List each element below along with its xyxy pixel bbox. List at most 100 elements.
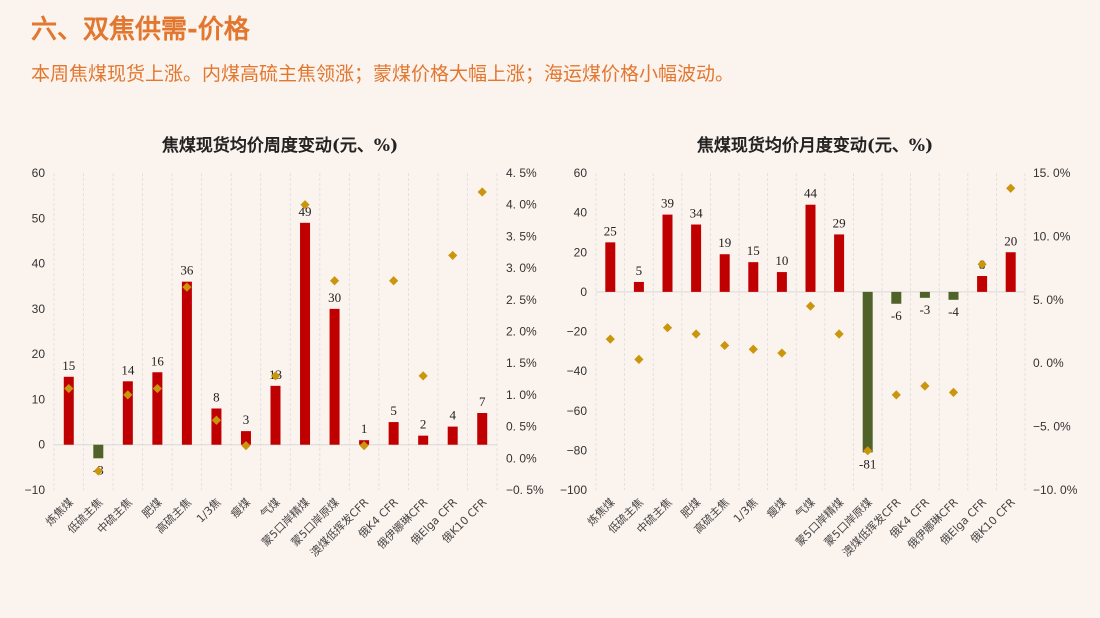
percent-change-marker <box>152 383 162 394</box>
percent-change-marker <box>634 354 644 364</box>
y2-tick-label: 10. 0% <box>1033 229 1071 243</box>
bar-data-label: -4 <box>948 304 959 319</box>
weekly-change-chart: 60 50 40 30 20 10 0 −10 4. 5% 4. 0% 3. 5% 3. 0% 2. 5… <box>25 166 544 559</box>
percent-change-marker <box>977 259 987 269</box>
percent-change-marker <box>182 282 192 292</box>
percent-change-marker <box>359 441 369 451</box>
bar-data-label: 19 <box>718 235 731 250</box>
percent-change-marker <box>241 441 251 451</box>
category-label: 瘦煤 <box>764 495 789 520</box>
y-tick-label: 0 <box>38 438 45 452</box>
y-tick-label: 30 <box>32 302 46 316</box>
bar <box>919 291 930 298</box>
bar <box>93 444 104 459</box>
y2-tick-label: 2. 0% <box>506 325 537 339</box>
percent-change-marker <box>863 446 873 456</box>
percent-change-marker <box>300 200 310 210</box>
category-label: 1/3焦 <box>731 496 760 525</box>
percent-change-marker <box>748 344 758 354</box>
percent-change-marker <box>389 276 399 286</box>
percent-change-marker <box>891 390 901 400</box>
bar <box>605 242 616 292</box>
bar-data-label: 2 <box>420 417 427 432</box>
bar <box>477 413 488 445</box>
bar <box>719 254 730 292</box>
y2-tick-label: −5. 0% <box>1033 420 1071 434</box>
y2-tick-label: 1. 5% <box>506 356 537 370</box>
bar <box>776 272 787 292</box>
bar-data-label: 16 <box>151 353 165 368</box>
bar-data-label: 14 <box>121 362 135 377</box>
y2-tick-label: 4. 5% <box>506 166 537 180</box>
y2-tick-label: −0. 5% <box>506 483 544 497</box>
bar <box>662 214 673 292</box>
y-tick-label: −40 <box>567 364 588 378</box>
bar <box>122 381 133 445</box>
y-tick-label: 20 <box>574 245 588 259</box>
page-title: 六、双焦供需-价格 <box>31 15 250 45</box>
bar-data-label: 7 <box>479 394 486 409</box>
bar <box>181 281 192 445</box>
percent-change-marker <box>1006 183 1016 193</box>
y2-tick-label: −10. 0% <box>1033 483 1078 497</box>
percent-change-marker <box>662 323 673 333</box>
bar <box>418 435 429 445</box>
bar-data-label: -6 <box>891 308 902 323</box>
bar-data-label: 39 <box>661 196 674 211</box>
bar <box>270 385 281 445</box>
percent-change-marker <box>93 466 103 476</box>
weekly-chart-title: 焦煤现货均价周度变动(元、%) <box>161 136 399 156</box>
bar <box>388 422 399 445</box>
bar <box>748 262 759 292</box>
bar <box>240 431 251 445</box>
page-subtitle: 本周焦煤现货上涨。内煤高硫主焦领涨；蒙煤价格大幅上涨；海运煤价格小幅波动。 <box>31 63 735 85</box>
y-tick-label: −80 <box>567 443 588 457</box>
y-tick-label: 10 <box>32 392 46 406</box>
y2-tick-label: 4. 0% <box>506 198 537 212</box>
y2-tick-label: 0. 0% <box>506 451 537 465</box>
bar-data-label: 36 <box>180 263 194 278</box>
percent-change-marker <box>805 301 816 311</box>
y2-tick-label: 0. 5% <box>506 420 537 434</box>
bar-data-label: 49 <box>299 204 312 219</box>
percent-change-marker <box>418 371 428 381</box>
y2-tick-label: 3. 0% <box>506 261 537 275</box>
y-tick-label: 50 <box>32 211 46 225</box>
bar-data-label: 8 <box>213 389 220 404</box>
bar-data-label: 20 <box>1004 233 1017 248</box>
y-tick-label: 60 <box>32 166 46 180</box>
bar-data-label: 25 <box>604 223 617 238</box>
percent-change-marker <box>329 276 340 286</box>
percent-change-marker <box>777 348 787 358</box>
bar <box>977 276 988 292</box>
bar <box>447 426 458 445</box>
bar-data-label: 15 <box>747 243 760 258</box>
percent-change-marker <box>691 329 701 339</box>
y2-tick-label: 5. 0% <box>1033 293 1064 307</box>
y2-tick-label: 0. 0% <box>1033 356 1064 370</box>
category-label: 气煤 <box>257 495 282 520</box>
percent-change-marker <box>448 250 458 261</box>
percent-change-marker <box>477 187 487 197</box>
monthly-chart-title: 焦煤现货均价月度变动(元、%) <box>696 136 934 156</box>
y-tick-label: −10 <box>25 483 46 497</box>
bar <box>891 291 902 304</box>
bar <box>948 291 959 300</box>
bar-data-label: 15 <box>62 358 75 373</box>
y2-tick-label: 2. 5% <box>506 293 537 307</box>
percent-change-marker <box>123 390 133 400</box>
bar <box>211 408 222 445</box>
y2-tick-label: 15. 0% <box>1033 166 1071 180</box>
y-tick-label: 60 <box>574 166 588 180</box>
y2-tick-label: 1. 0% <box>506 388 537 402</box>
monthly-change-chart: 60 40 20 0 −20 −40 −60 −80 −100 15. 0% 10. 0% 5. 0%… <box>560 166 1078 559</box>
bar-data-label: 5 <box>636 263 643 278</box>
bar-data-label: 29 <box>833 215 846 230</box>
category-label: 瘦煤 <box>228 495 253 520</box>
bar <box>633 281 644 292</box>
category-label: 肥煤 <box>678 496 703 521</box>
bar-data-label: 10 <box>775 253 788 268</box>
category-label: 气煤 <box>792 495 817 520</box>
percent-change-marker <box>948 387 959 397</box>
